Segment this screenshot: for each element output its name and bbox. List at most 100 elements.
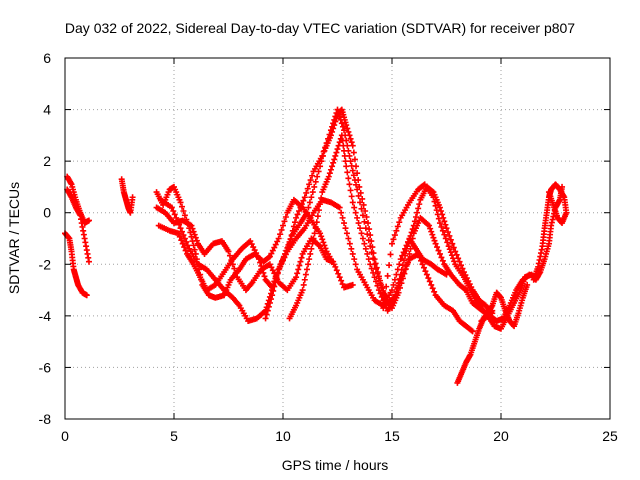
data-point [392, 293, 399, 300]
data-point [291, 219, 298, 226]
data-point [362, 245, 369, 252]
data-point [83, 292, 90, 299]
data-point [414, 209, 421, 216]
data-point [293, 214, 300, 221]
data-point [352, 261, 359, 268]
data-point [436, 220, 443, 227]
data-point [286, 238, 293, 245]
data-point [192, 234, 199, 241]
data-point [409, 226, 416, 233]
data-point [341, 220, 348, 227]
data-point [359, 195, 366, 202]
data-point [290, 223, 297, 230]
data-point [326, 170, 333, 177]
data-point [333, 149, 340, 156]
plot-frame [64, 57, 611, 420]
data-point [298, 201, 305, 208]
data-point [315, 168, 322, 175]
data-point [402, 252, 409, 259]
data-point [178, 237, 185, 244]
data-point [357, 189, 364, 196]
data-point [407, 245, 414, 252]
data-point [355, 220, 362, 227]
data-point [403, 263, 410, 270]
series-track-n [530, 181, 570, 283]
data-point [419, 261, 426, 268]
data-point [438, 254, 445, 261]
data-point [374, 282, 381, 289]
data-point [381, 294, 388, 301]
data-point [393, 288, 400, 295]
data-point [178, 228, 185, 235]
data-point [254, 253, 261, 260]
data-point [310, 235, 317, 242]
data-point [357, 225, 364, 232]
data-point [352, 209, 359, 216]
data-point [312, 178, 319, 185]
data-point [406, 236, 413, 243]
data-point [287, 235, 294, 242]
data-point [301, 276, 308, 283]
data-point [368, 238, 375, 245]
data-point [370, 250, 377, 257]
data-point [358, 230, 365, 237]
data-point [368, 265, 375, 272]
data-point [435, 247, 442, 254]
data-point [331, 122, 338, 129]
data-point [354, 214, 361, 221]
data-point [404, 243, 411, 250]
data-point [428, 281, 435, 288]
data-point [398, 266, 405, 273]
data-point [422, 268, 429, 275]
series-track-l [454, 281, 531, 386]
data-point [448, 252, 455, 259]
data-point [259, 266, 266, 273]
data-point [426, 222, 433, 229]
data-point [441, 231, 448, 238]
series-track-a [64, 173, 92, 227]
data-point [428, 228, 435, 235]
data-point [303, 189, 310, 196]
data-point [307, 250, 314, 257]
data-point [416, 254, 423, 261]
data-point [343, 230, 350, 237]
data-point [177, 199, 184, 206]
data-point [379, 284, 386, 291]
data-point [338, 209, 345, 216]
data-point [181, 244, 188, 251]
data-point [168, 204, 175, 211]
data-point [357, 199, 364, 206]
data-point [250, 244, 257, 251]
data-point [263, 311, 270, 318]
data-point [247, 238, 254, 245]
data-point [348, 193, 355, 200]
data-point [425, 275, 432, 282]
data-point [306, 256, 313, 263]
data-point [346, 240, 353, 247]
data-point [181, 212, 188, 219]
data-point [394, 223, 401, 230]
data-point [429, 285, 436, 292]
data-point [432, 240, 439, 247]
data-point [226, 252, 233, 259]
data-point [378, 281, 385, 288]
data-point [356, 183, 363, 190]
y-tick-label: 4 [43, 102, 51, 118]
data-point [268, 250, 275, 257]
data-point [431, 237, 438, 244]
data-point [275, 235, 282, 242]
data-point [431, 198, 438, 205]
data-point [349, 142, 356, 149]
data-point [282, 214, 289, 221]
data-point [265, 254, 272, 261]
data-point [271, 283, 278, 290]
data-point [406, 250, 413, 257]
data-point [345, 175, 352, 182]
data-point [339, 123, 346, 130]
data-point [449, 240, 456, 247]
data-point [411, 218, 418, 225]
data-point [371, 274, 378, 281]
data-point [193, 237, 200, 244]
data-point [403, 247, 410, 254]
